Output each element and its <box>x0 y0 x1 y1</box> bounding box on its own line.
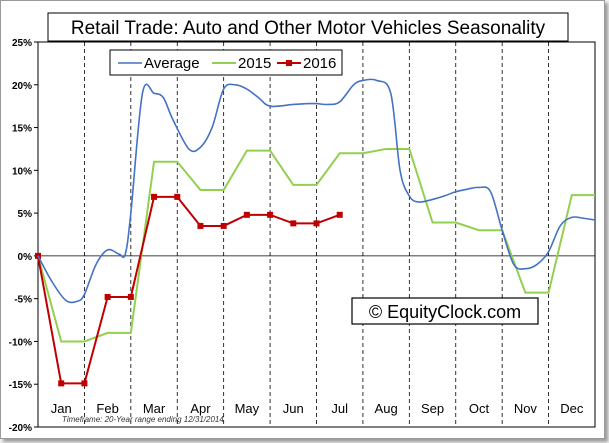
series-layer <box>35 78 596 387</box>
series-line-average <box>37 78 596 304</box>
series-line-2016 <box>37 195 341 385</box>
chart-title: Retail Trade: Auto and Other Motor Vehic… <box>71 18 546 39</box>
x-tick-label: Apr <box>190 401 211 416</box>
legend-label-2015: 2015 <box>238 55 271 72</box>
x-tick-label: Aug <box>375 401 398 416</box>
x-tick-label: Jun <box>283 401 304 416</box>
data-point-2016 <box>81 380 88 387</box>
watermark: © EquityClock.com <box>369 302 521 322</box>
data-point-2016 <box>151 193 158 200</box>
y-tick-label: -5% <box>14 295 32 306</box>
y-tick-label: -20% <box>9 423 32 434</box>
legend-label-2016: 2016 <box>303 55 336 72</box>
data-point-2016 <box>290 220 297 227</box>
data-point-2016 <box>336 211 343 218</box>
x-tick-label: Dec <box>560 401 584 416</box>
data-point-2016 <box>58 380 65 387</box>
x-tick-label: Jan <box>51 401 72 416</box>
data-point-2016 <box>197 222 204 229</box>
x-tick-label: Mar <box>143 401 166 416</box>
data-point-2016 <box>267 211 274 218</box>
y-tick-label: 5% <box>18 209 33 220</box>
x-tick-label: Feb <box>96 401 118 416</box>
y-tick-label: 20% <box>12 81 32 92</box>
y-tick-label: -15% <box>9 380 32 391</box>
y-tick-label: 15% <box>12 124 32 135</box>
legend: Average 2015 2016 <box>109 49 343 76</box>
y-axis: 25% 20% 15% 10% 5% 0% -5% -10% -15% -20% <box>9 38 38 434</box>
title-box: Retail Trade: Auto and Other Motor Vehic… <box>47 12 569 42</box>
data-point-2016 <box>313 220 320 227</box>
y-tick-label: 10% <box>12 166 32 177</box>
y-tick-label: -10% <box>9 337 32 348</box>
x-tick-label: Nov <box>514 401 538 416</box>
data-point-2016 <box>127 293 134 300</box>
legend-marker-2016 <box>286 60 292 66</box>
y-tick-label: 25% <box>12 38 32 49</box>
x-axis: Jan Feb Mar Apr May Jun Jul Aug Sep Oct Nov Dec <box>51 401 584 416</box>
data-point-2016 <box>243 211 250 218</box>
data-point-2016 <box>104 293 111 300</box>
x-tick-label: May <box>235 401 260 416</box>
data-point-2016 <box>220 222 227 229</box>
x-tick-label: Sep <box>421 401 444 416</box>
legend-label-Average: Average <box>144 55 200 72</box>
footnote: Timeframe: 20-Year range ending 12/31/20… <box>62 415 224 424</box>
watermark-box: © EquityClock.com <box>351 297 539 325</box>
y-tick-label: 0% <box>18 252 33 263</box>
grid <box>37 41 596 428</box>
data-point-2016 <box>174 193 181 200</box>
x-tick-label: Jul <box>331 401 348 416</box>
x-tick-label: Oct <box>469 401 490 416</box>
